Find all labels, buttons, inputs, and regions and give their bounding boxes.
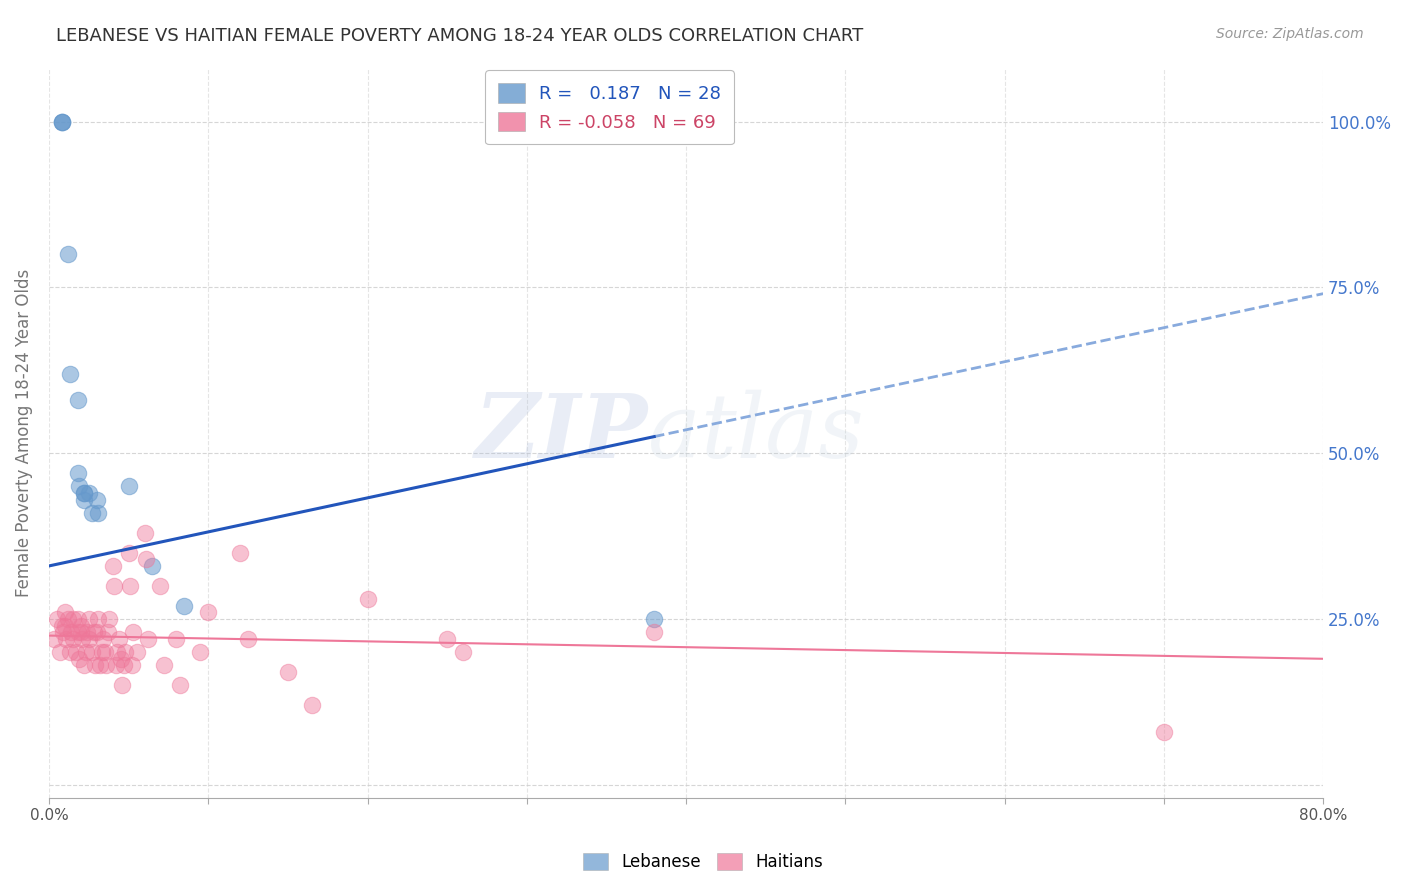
Point xyxy=(134,525,156,540)
Point xyxy=(42,632,65,646)
Point xyxy=(62,612,84,626)
Point xyxy=(62,632,84,646)
Point xyxy=(52,625,75,640)
Point xyxy=(73,492,96,507)
Point xyxy=(77,486,100,500)
Point xyxy=(136,632,159,646)
Point xyxy=(80,506,103,520)
Point xyxy=(55,632,77,646)
Point xyxy=(69,625,91,640)
Point xyxy=(45,612,67,626)
Point xyxy=(84,658,107,673)
Point xyxy=(67,652,90,666)
Point xyxy=(103,579,125,593)
Point xyxy=(97,625,120,640)
Point xyxy=(91,632,114,646)
Y-axis label: Female Poverty Among 18-24 Year Olds: Female Poverty Among 18-24 Year Olds xyxy=(15,269,32,598)
Point xyxy=(125,645,148,659)
Point xyxy=(49,645,72,659)
Point xyxy=(451,645,474,659)
Point xyxy=(86,625,108,640)
Point xyxy=(117,479,139,493)
Legend: Lebanese, Haitians: Lebanese, Haitians xyxy=(574,845,832,880)
Point xyxy=(90,645,112,659)
Point xyxy=(51,114,73,128)
Point xyxy=(188,645,211,659)
Point xyxy=(436,632,458,646)
Point xyxy=(67,479,90,493)
Point xyxy=(197,606,219,620)
Point xyxy=(112,658,135,673)
Point xyxy=(66,625,89,640)
Point xyxy=(152,658,174,673)
Point xyxy=(59,367,82,381)
Point xyxy=(56,247,79,261)
Text: Source: ZipAtlas.com: Source: ZipAtlas.com xyxy=(1216,27,1364,41)
Point xyxy=(73,486,96,500)
Point xyxy=(236,632,259,646)
Point xyxy=(77,612,100,626)
Point xyxy=(120,579,142,593)
Point xyxy=(76,625,98,640)
Point xyxy=(51,618,73,632)
Point xyxy=(277,665,299,679)
Point xyxy=(93,645,115,659)
Point xyxy=(66,393,89,408)
Point xyxy=(65,645,87,659)
Point xyxy=(51,114,73,128)
Point xyxy=(87,506,110,520)
Point xyxy=(53,606,76,620)
Text: LEBANESE VS HAITIAN FEMALE POVERTY AMONG 18-24 YEAR OLDS CORRELATION CHART: LEBANESE VS HAITIAN FEMALE POVERTY AMONG… xyxy=(56,27,863,45)
Point xyxy=(69,618,91,632)
Point xyxy=(173,599,195,613)
Point xyxy=(122,625,145,640)
Point xyxy=(87,612,110,626)
Point xyxy=(98,612,121,626)
Point xyxy=(121,658,143,673)
Point xyxy=(77,632,100,646)
Point xyxy=(149,579,172,593)
Point xyxy=(59,645,82,659)
Point xyxy=(66,466,89,480)
Text: atlas: atlas xyxy=(648,390,863,476)
Point xyxy=(108,632,131,646)
Point xyxy=(73,658,96,673)
Point xyxy=(89,658,111,673)
Point xyxy=(110,652,132,666)
Point xyxy=(1153,724,1175,739)
Point xyxy=(114,645,136,659)
Point xyxy=(56,612,79,626)
Point xyxy=(141,558,163,573)
Point xyxy=(101,558,124,573)
Point xyxy=(96,658,118,673)
Point xyxy=(73,486,96,500)
Point xyxy=(107,645,129,659)
Point xyxy=(229,546,252,560)
Point xyxy=(643,612,665,626)
Point xyxy=(169,678,191,692)
Point xyxy=(53,618,76,632)
Point xyxy=(80,645,103,659)
Text: ZIP: ZIP xyxy=(474,390,648,476)
Point xyxy=(356,592,378,607)
Point xyxy=(135,552,157,566)
Point xyxy=(165,632,187,646)
Point xyxy=(301,698,323,713)
Point xyxy=(60,625,83,640)
Legend: R =   0.187   N = 28, R = -0.058   N = 69: R = 0.187 N = 28, R = -0.058 N = 69 xyxy=(485,70,734,145)
Point xyxy=(66,612,89,626)
Point xyxy=(75,645,97,659)
Point xyxy=(111,678,134,692)
Point xyxy=(83,625,105,640)
Point xyxy=(72,632,94,646)
Point xyxy=(643,625,665,640)
Point xyxy=(104,658,127,673)
Point xyxy=(117,546,139,560)
Point xyxy=(51,114,73,128)
Point xyxy=(86,492,108,507)
